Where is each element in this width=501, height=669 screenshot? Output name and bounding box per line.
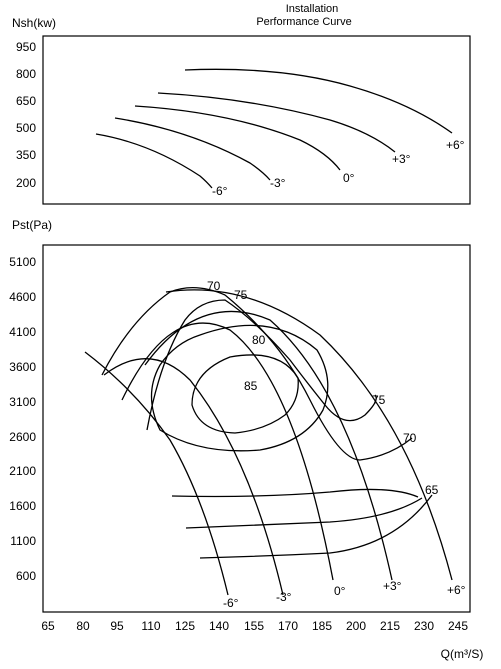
top-y-axis-label: Nsh(kw) [12, 16, 56, 30]
xtick-230: 230 [414, 619, 434, 633]
chart-title-line-1: Installation [286, 3, 339, 15]
bottom-y-axis-label: Pst(Pa) [12, 218, 52, 232]
efficiency-label-75-top: 75 [234, 288, 248, 302]
efficiency-contour-70 [101, 287, 413, 461]
pressure-curve-minus6 [84, 351, 229, 596]
power-curve-minus3-label: -3° [270, 176, 286, 190]
bottom-ytick-4600: 4600 [9, 290, 36, 304]
power-curve-minus6 [95, 133, 213, 189]
pressure-curve-0-label: 0° [334, 584, 346, 598]
efficiency-label-65: 65 [425, 483, 439, 497]
pressure-curve-minus3 [103, 358, 284, 596]
xtick-155: 155 [244, 619, 264, 633]
power-curve-0 [134, 105, 341, 171]
power-curve-0-label: 0° [343, 171, 355, 185]
efficiency-contour-80 [150, 324, 329, 452]
efficiency-contour-65 [171, 488, 433, 559]
pressure-curve-plus6-label: +6° [447, 583, 466, 597]
pressure-curve-0 [121, 322, 334, 581]
xtick-140: 140 [209, 619, 229, 633]
efficiency-label-70-right: 70 [403, 431, 417, 445]
bottom-ytick-3600: 3600 [9, 360, 36, 374]
pressure-curve-minus3-label: -3° [276, 590, 292, 604]
xtick-185: 185 [312, 619, 332, 633]
efficiency-label-80: 80 [252, 333, 266, 347]
bottom-ytick-5100: 5100 [9, 255, 36, 269]
pressure-curve-plus6 [165, 289, 453, 581]
xtick-170: 170 [278, 619, 298, 633]
power-curve-plus3-label: +3° [392, 152, 411, 166]
efficiency-contour-75 [146, 299, 377, 431]
power-curve-minus3 [114, 117, 271, 181]
pressure-curve-plus3-label: +3° [383, 579, 402, 593]
bottom-ytick-2100: 2100 [9, 464, 36, 478]
top-ytick-950: 950 [16, 40, 36, 54]
xtick-125: 125 [175, 619, 195, 633]
pressure-curve-minus6-label: -6° [223, 596, 239, 610]
top-chart: Installation Performance Curve Nsh(kw) 9… [12, 3, 471, 205]
efficiency-label-70-top: 70 [207, 279, 221, 293]
top-plot-frame [42, 35, 471, 205]
xtick-95: 95 [110, 619, 124, 633]
power-curve-plus6-label: +6° [446, 138, 465, 152]
top-ytick-200: 200 [16, 176, 36, 190]
xtick-65: 65 [41, 619, 55, 633]
top-ytick-650: 650 [16, 94, 36, 108]
bottom-ytick-4100: 4100 [9, 325, 36, 339]
bottom-ytick-1600: 1600 [9, 499, 36, 513]
efficiency-contour-85 [191, 354, 299, 434]
bottom-plot-frame [42, 244, 471, 613]
bottom-ytick-3100: 3100 [9, 395, 36, 409]
bottom-ytick-2600: 2600 [9, 430, 36, 444]
xtick-80: 80 [76, 619, 90, 633]
top-ytick-350: 350 [16, 148, 36, 162]
xtick-110: 110 [141, 619, 160, 633]
power-curve-plus6 [184, 68, 453, 134]
efficiency-label-75-right: 75 [372, 393, 386, 407]
efficiency-label-85: 85 [244, 379, 258, 393]
xtick-245: 245 [448, 619, 468, 633]
xtick-215: 215 [380, 619, 400, 633]
bottom-chart: Pst(Pa) 5100 4600 4100 3600 3100 2600 21… [9, 218, 483, 661]
xtick-200: 200 [346, 619, 366, 633]
power-curve-plus3 [157, 92, 396, 153]
x-axis-label: Q(m³/S) [441, 647, 484, 661]
bottom-ytick-1100: 1100 [10, 534, 36, 548]
chart-title-line-2: Performance Curve [256, 16, 351, 28]
bottom-ytick-600: 600 [16, 569, 36, 583]
top-ytick-800: 800 [16, 67, 36, 81]
power-curve-minus6-label: -6° [212, 184, 228, 198]
pressure-curve-plus3 [144, 310, 393, 581]
top-ytick-500: 500 [16, 121, 36, 135]
